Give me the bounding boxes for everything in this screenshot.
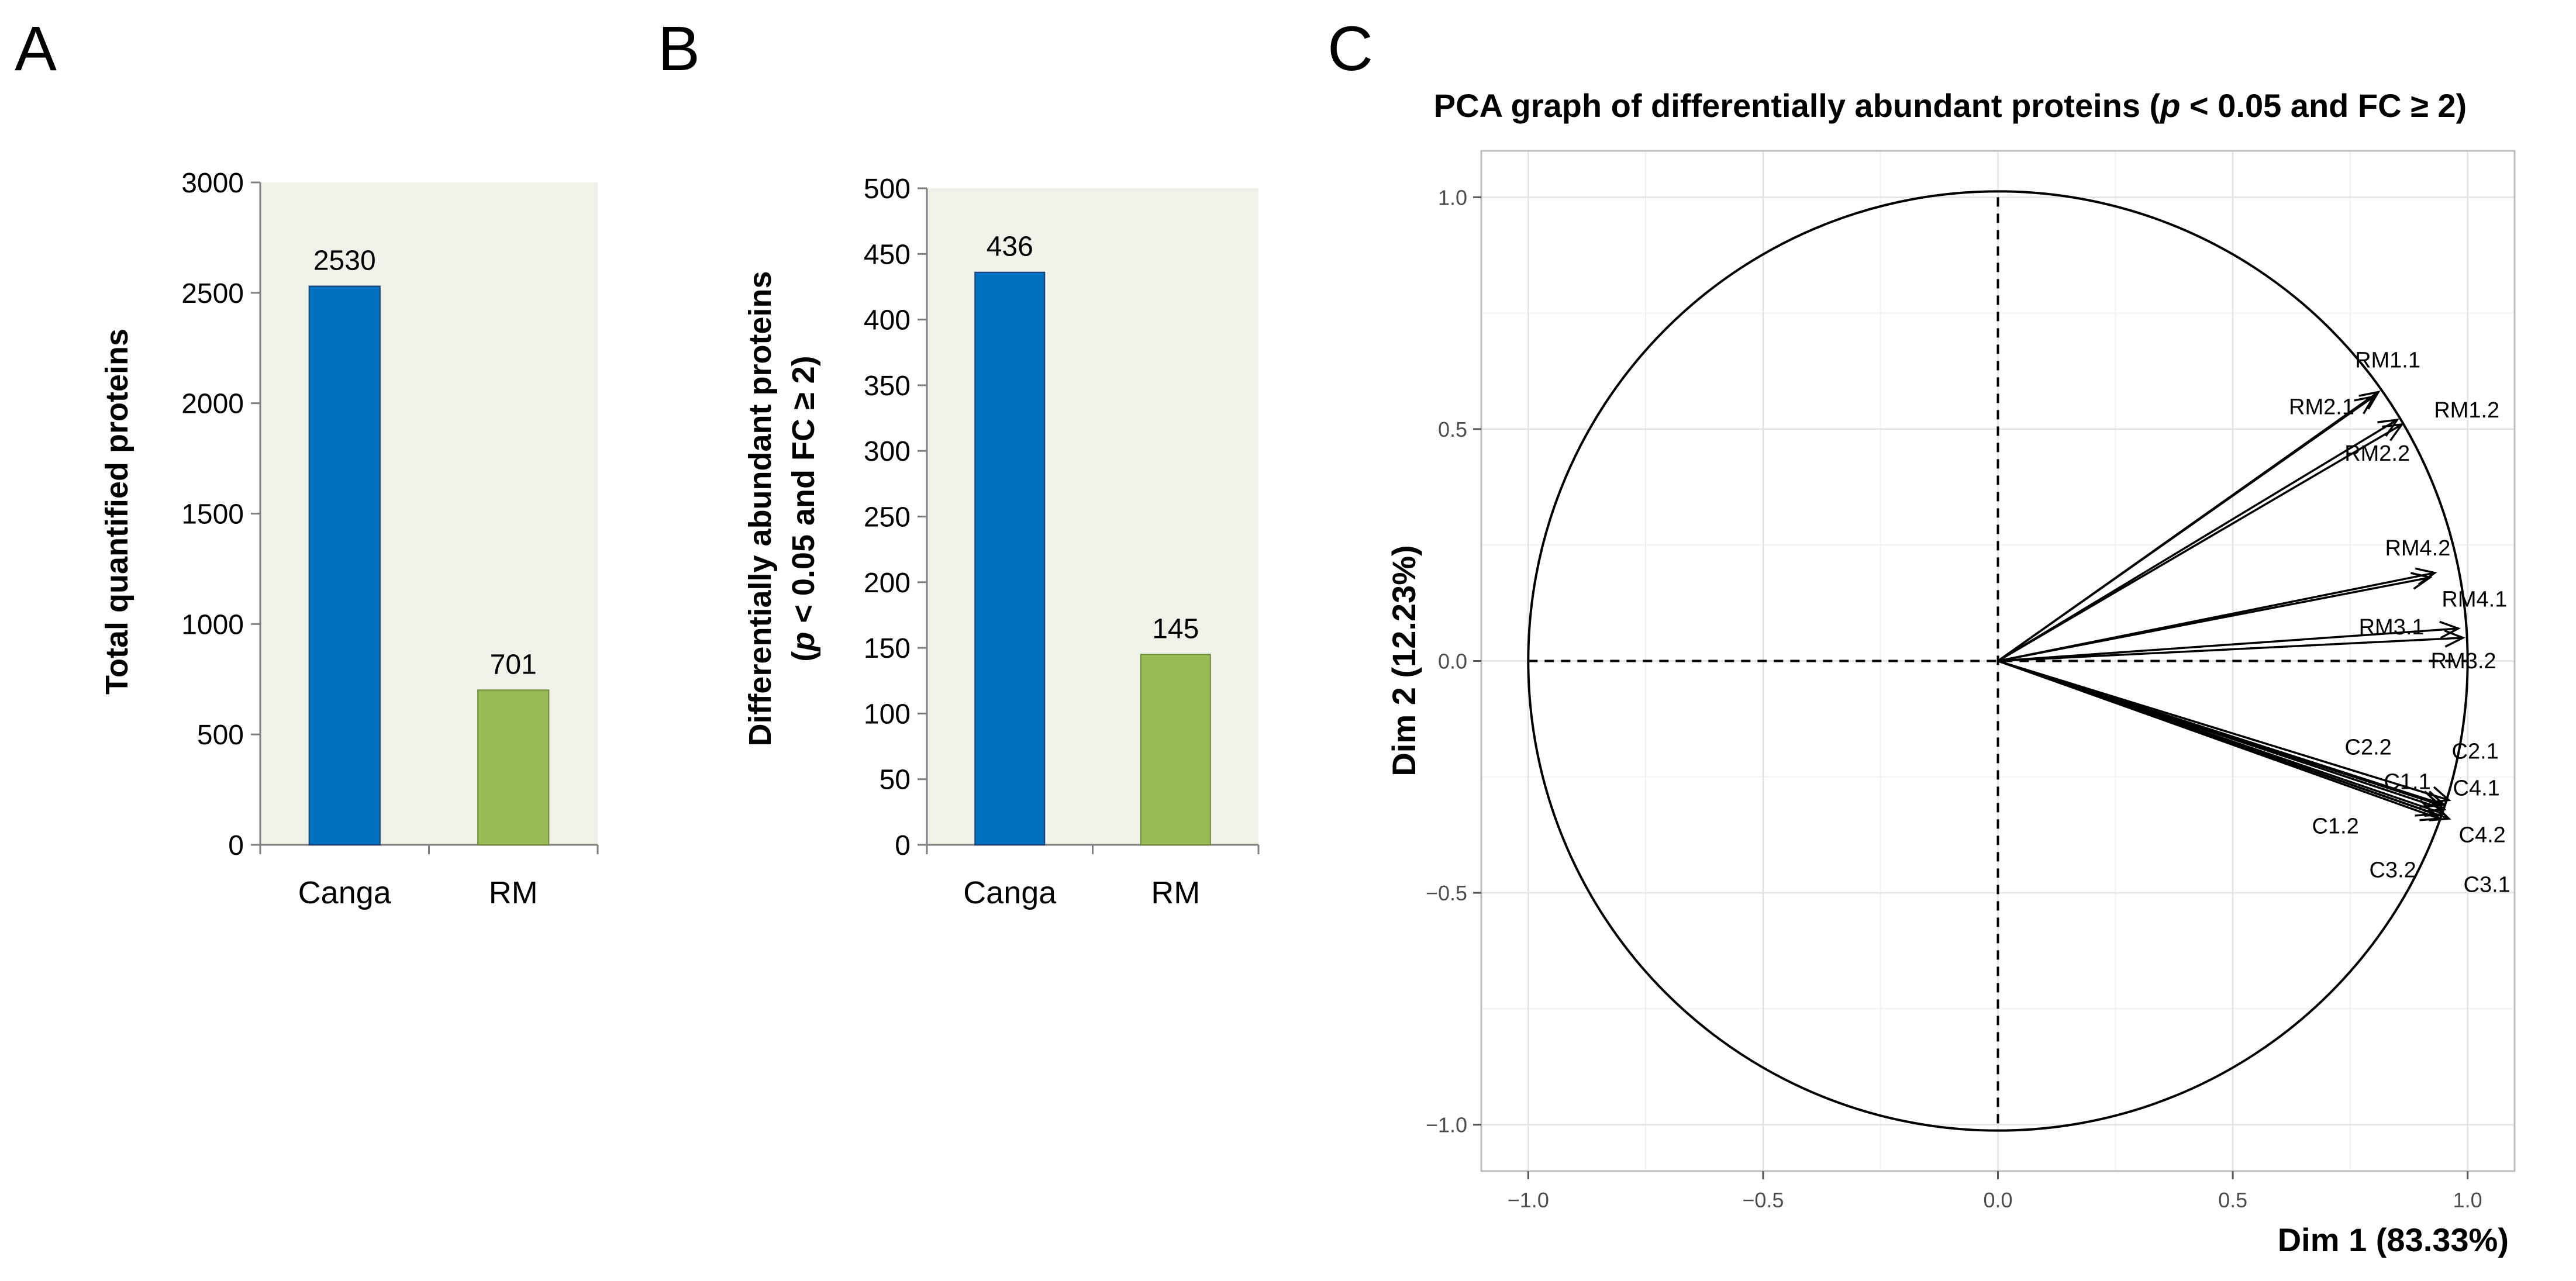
panel-b-ytick-label: 150 <box>864 633 911 664</box>
panel-c-vector-label-rm4-1: RM4.1 <box>2441 588 2507 612</box>
panel-c-vector-rm2-2 <box>1997 419 2398 662</box>
panel-c-arrowhead <box>2439 620 2461 639</box>
panel-c-vector-label-c3-2: C3.2 <box>2369 858 2416 883</box>
panel-c-arrowhead <box>2410 572 2433 590</box>
panel-c-vector-label-rm1-2: RM1.2 <box>2434 398 2499 423</box>
panel-b-ytick-label: 300 <box>864 436 911 467</box>
panel-c-ytick-label: 1.0 <box>1438 185 1467 209</box>
panel-a-data-label-rm: 701 <box>490 649 537 680</box>
panel-c-vector-rm1-2 <box>1997 423 2403 662</box>
panel-b-ylabel-line2: (p < 0.05 and FC ≥ 2) <box>786 355 821 661</box>
panel-b-ytick-label: 100 <box>864 699 911 730</box>
panel-c-arrowhead <box>2429 804 2451 821</box>
panel-a-ytick-label: 0 <box>228 830 244 861</box>
panel-b-ytick-label: 400 <box>864 305 911 336</box>
panel-b-data-label-canga: 436 <box>987 232 1033 263</box>
panel-b-bar-chart: 0 50 100 150 200 250 300 350 400 450 500 436 Canga 14… <box>864 174 1260 910</box>
panel-b-ylabel-paren: ( <box>786 651 821 662</box>
panel-c-vector-label-c2-2: C2.2 <box>2345 736 2392 760</box>
panel-c-correlation-circle <box>1527 190 2469 1132</box>
panel-a-ytick-label: 1500 <box>181 499 244 530</box>
panel-c-xtick-label: 1.0 <box>2453 1188 2482 1212</box>
panel-b-category-label-rm: RM <box>1151 875 1200 910</box>
panel-b-ytick-label: 50 <box>880 765 911 796</box>
panel-letter-c: C <box>1327 13 1373 84</box>
panel-b-ytick-label: 200 <box>864 568 911 599</box>
panel-c-xtick-label: 0.0 <box>1983 1188 2012 1212</box>
panel-a-bar-rm <box>477 689 550 845</box>
panel-b-ytick-label: 250 <box>864 502 911 533</box>
panel-a-ylabel: Total quantified proteins <box>99 329 135 695</box>
panel-b-ylabel-p-italic: p <box>786 632 821 652</box>
panel-b-ytick-label: 0 <box>895 830 911 861</box>
panel-c-arrowhead <box>2444 629 2465 648</box>
panel-c-vector-label-rm3-1: RM3.1 <box>2359 615 2425 640</box>
panel-c-ylabel: Dim 2 (12.23%) <box>1385 545 1422 776</box>
panel-c-xtick-label: −0.5 <box>1742 1188 1784 1212</box>
panel-c-vector-label-c1-2: C1.2 <box>2312 814 2358 839</box>
panel-c-xtick-label: −1.0 <box>1508 1188 1549 1212</box>
panel-b-ytick-label: 500 <box>864 174 911 205</box>
panel-c-title-part2: < 0.05 and FC ≥ 2) <box>2180 87 2467 124</box>
panel-c-ytick-label: −0.5 <box>1426 881 1467 905</box>
panel-b-bar-canga <box>974 271 1046 845</box>
panel-a-ytick-label: 3000 <box>181 168 244 199</box>
panel-c-pca-plot: −1.0 −0.5 0.0 0.5 1.0−1.0−0.50.00.51.0RM1.1R… <box>1426 150 2516 1212</box>
panel-c-xlabel: Dim 1 (83.33%) <box>2278 1221 2509 1258</box>
panel-c-vector-rm3-2 <box>1998 637 2463 662</box>
panel-b-ylabel-line1: Differentially abundant proteins <box>743 271 778 746</box>
panel-a-bar-chart: 0 500 1000 1500 2000 2500 3000 2530 Canga 701 RM <box>181 168 599 910</box>
panel-letter-a: A <box>15 13 57 84</box>
panel-a-ytick-label: 2500 <box>181 278 244 309</box>
panel-a-ytick-label: 1000 <box>181 609 244 640</box>
panel-c-vector-label-c3-1: C3.1 <box>2464 873 2511 897</box>
panel-c-vector-rm2-1 <box>1997 395 2375 662</box>
panel-c-vector-c3-1 <box>1997 660 2450 820</box>
panel-b-bar-rm <box>1140 654 1211 845</box>
panel-c-title-part1: PCA graph of differentially abundant pro… <box>1434 87 2161 124</box>
panel-a-category-label-canga: Canga <box>298 875 392 910</box>
panel-a-ytick-label: 2000 <box>181 389 244 420</box>
panel-a-category-label-rm: RM <box>489 875 538 910</box>
panel-c-vector-label-rm2-1: RM2.1 <box>2289 395 2354 419</box>
panel-c-vector-label-rm3-2: RM3.2 <box>2431 649 2496 674</box>
panel-c-vector-c4-1 <box>1997 660 2445 806</box>
panel-c-vector-label-rm4-2: RM4.2 <box>2385 536 2450 561</box>
panel-c-vector-rm4-1 <box>1998 576 2430 662</box>
panel-b-category-label-canga: Canga <box>963 875 1057 910</box>
panel-b-ytick-label: 350 <box>864 371 911 402</box>
panel-c-vector-rm3-1 <box>1998 627 2458 662</box>
panel-c-arrowhead <box>2424 790 2447 808</box>
panel-c-ytick-label: 0.5 <box>1438 417 1467 441</box>
panel-letter-b: B <box>658 13 700 84</box>
panel-c-vector-label-rm2-2: RM2.2 <box>2344 441 2410 466</box>
panel-c-xtick-label: 0.5 <box>2218 1188 2247 1212</box>
panel-c-title: PCA graph of differentially abundant pro… <box>1434 87 2467 124</box>
panel-c-ytick-label: −1.0 <box>1426 1113 1467 1137</box>
panel-c-vector-label-c4-2: C4.2 <box>2459 823 2506 848</box>
panel-c-vector-label-c4-1: C4.1 <box>2453 776 2500 801</box>
panel-a-ytick-label: 500 <box>197 720 244 751</box>
panel-b-data-label-rm: 145 <box>1152 613 1199 644</box>
panel-c-vector-label-c2-1: C2.1 <box>2452 740 2499 764</box>
panel-b-ytick-label: 450 <box>864 239 911 270</box>
panel-c-vector-label-c1-1: C1.1 <box>2384 770 2430 795</box>
panel-a-data-label-canga: 2530 <box>313 246 376 277</box>
panel-c-arrowhead <box>2354 395 2376 415</box>
panel-c-arrowhead <box>2358 390 2381 410</box>
panel-c-ytick-label: 0.0 <box>1438 650 1467 674</box>
panel-a-bar-canga <box>308 285 381 845</box>
panel-c-title-p-italic: p <box>2159 87 2180 124</box>
panel-c-vector-label-rm1-1: RM1.1 <box>2355 348 2420 372</box>
panel-b-ylabel-rest: < 0.05 and FC ≥ 2) <box>786 355 821 631</box>
panel-c-arrowhead <box>2377 418 2399 437</box>
